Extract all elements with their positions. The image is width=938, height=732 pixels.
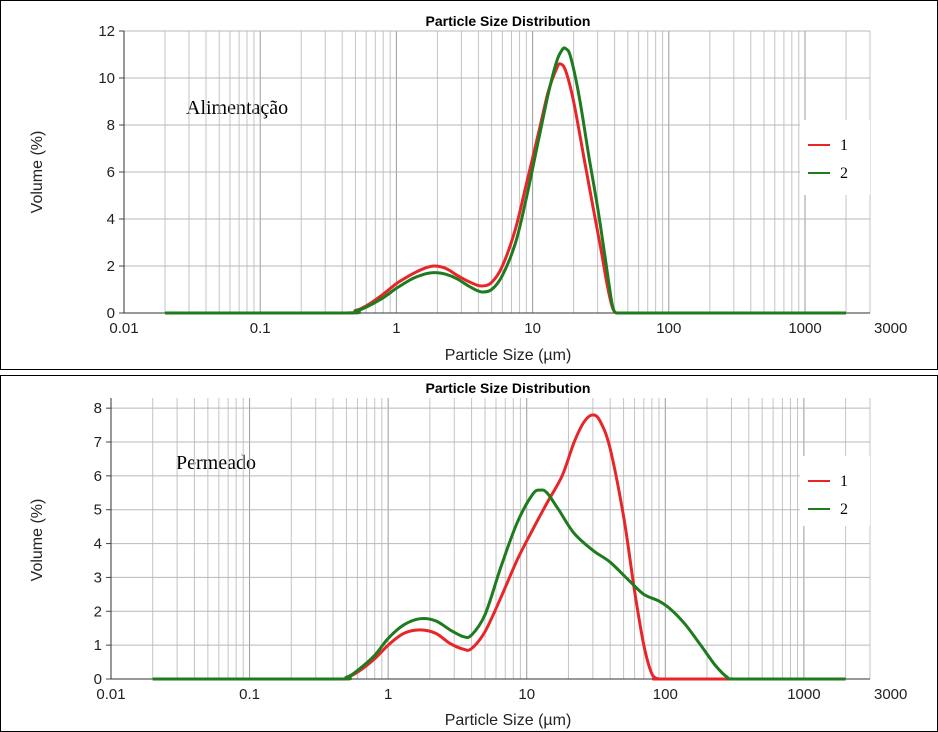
y-tick-label: 6 xyxy=(94,468,102,485)
y-tick-label: 4 xyxy=(107,211,115,228)
chart-2-annotation: Permeado xyxy=(176,452,256,474)
y-tick-label: 2 xyxy=(94,603,102,620)
legend-box xyxy=(800,120,870,195)
chart-2-ylabel: Volume (%) xyxy=(29,499,46,582)
chart-2-plot: 0 1 2 3 4 5 6 7 8 0.01 0.1 1 10 100 1000 3000 1 2 xyxy=(94,398,907,703)
x-tick-label: 0.01 xyxy=(96,686,125,703)
chart-1-ylabel: Volume (%) xyxy=(29,131,46,214)
legend-label-2: 2 xyxy=(840,501,848,518)
chart-1-frame xyxy=(0,0,938,370)
x-tick-label: 100 xyxy=(656,320,681,337)
chart-2-title: Particle Size Distribution xyxy=(426,380,591,396)
y-tick-label: 7 xyxy=(94,434,102,451)
y-tick-label: 10 xyxy=(98,70,115,87)
y-tick-label: 12 xyxy=(98,23,115,40)
y-tick-label: 0 xyxy=(94,671,102,688)
chart-2-xlabel: Particle Size (µm) xyxy=(445,712,572,729)
y-tick-label: 4 xyxy=(94,536,102,553)
x-tick-label: 0.1 xyxy=(239,686,260,703)
x-tick-label: 10 xyxy=(524,320,541,337)
x-tick-label: 0.1 xyxy=(250,320,271,337)
x-tick-label: 1000 xyxy=(787,686,820,703)
x-tick-label: 10 xyxy=(518,686,535,703)
chart-1-title: Particle Size Distribution xyxy=(426,13,591,29)
legend-label-2: 2 xyxy=(840,165,848,182)
x-tick-label: 3000 xyxy=(874,320,907,337)
x-tick-label: 100 xyxy=(653,686,678,703)
x-tick-label: 1 xyxy=(384,686,392,703)
y-tick-label: 1 xyxy=(94,637,102,654)
legend-label-1: 1 xyxy=(840,137,848,154)
chart-1-annotation: Alimentação xyxy=(186,97,288,119)
y-tick-label: 3 xyxy=(94,569,102,586)
y-tick-label: 8 xyxy=(94,400,102,417)
legend-box xyxy=(800,456,870,526)
x-tick-label: 3000 xyxy=(874,686,907,703)
series-line-2 xyxy=(152,488,846,681)
series-line-2 xyxy=(165,46,846,315)
y-tick-label: 5 xyxy=(94,502,102,519)
x-tick-label: 0.01 xyxy=(109,320,138,337)
legend-label-1: 1 xyxy=(840,473,848,490)
x-tick-label: 1 xyxy=(392,320,400,337)
y-tick-label: 8 xyxy=(107,117,115,134)
y-tick-label: 2 xyxy=(107,258,115,275)
x-tick-label: 1000 xyxy=(788,320,821,337)
chart-1-xlabel: Particle Size (µm) xyxy=(445,347,572,364)
y-tick-label: 6 xyxy=(107,164,115,181)
series-line-1 xyxy=(152,413,846,681)
y-tick-label: 0 xyxy=(107,305,115,322)
